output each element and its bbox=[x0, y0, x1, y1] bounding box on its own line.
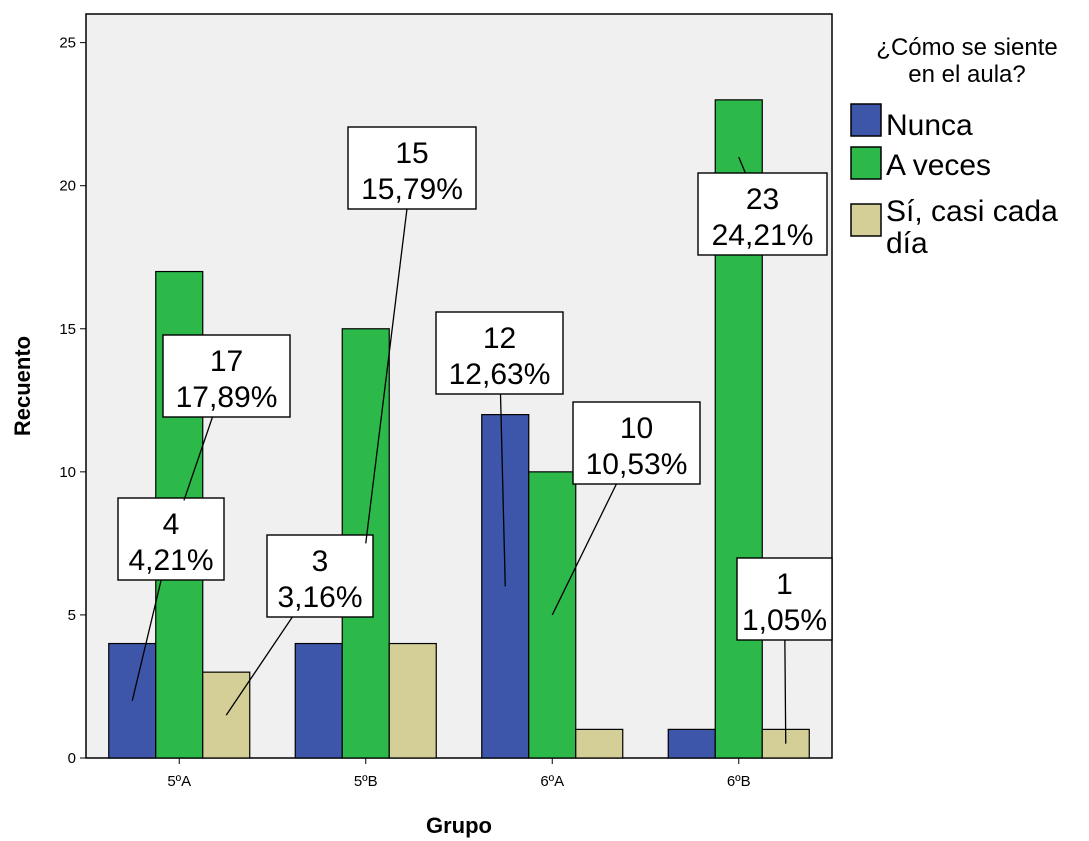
data-label-count: 23 bbox=[746, 183, 779, 216]
data-label-leader bbox=[183, 416, 214, 501]
legend-swatch-si-casi-cada-dia bbox=[850, 203, 882, 237]
data-label-leader bbox=[365, 208, 408, 544]
y-tick-label: 5 bbox=[68, 607, 76, 624]
data-label-box bbox=[572, 401, 701, 485]
data-label-box bbox=[162, 334, 291, 418]
data-label-percent: 3,16% bbox=[277, 581, 362, 614]
y-tick-label: 25 bbox=[59, 35, 76, 52]
data-label-box bbox=[736, 557, 833, 641]
bar bbox=[575, 728, 624, 759]
bar bbox=[294, 642, 343, 759]
legend-label-si-casi-cada-dia-line-1: Sí, casi cada bbox=[886, 195, 1058, 228]
data-label-box bbox=[117, 497, 225, 581]
data-label-count: 12 bbox=[483, 322, 516, 355]
y-tick-label: 20 bbox=[59, 178, 76, 195]
data-label-leader bbox=[784, 639, 787, 744]
legend: ¿Cómo se siente en el aula? Nunca A vece… bbox=[850, 34, 1058, 260]
y-tick-label: 0 bbox=[68, 750, 76, 767]
data-label-leader bbox=[738, 156, 746, 174]
data-label-box bbox=[266, 534, 374, 618]
legend-title-line-1: ¿Cómo se siente bbox=[876, 34, 1057, 61]
data-label-leader bbox=[225, 616, 293, 716]
legend-title-line-2: en el aula? bbox=[908, 61, 1025, 88]
x-axis: 5ºA 5ºB 6ºA 6ºB bbox=[167, 758, 751, 790]
x-tick-label: 6ºA bbox=[540, 773, 564, 790]
x-tick-label: 6ºB bbox=[727, 773, 751, 790]
legend-swatch-a-veces bbox=[850, 146, 882, 180]
y-axis: 0 5 10 15 20 25 bbox=[59, 35, 86, 767]
legend-label-a-veces: A veces bbox=[886, 149, 991, 182]
x-tick-label: 5ºA bbox=[167, 773, 191, 790]
data-label-box bbox=[697, 172, 828, 256]
data-label-percent: 24,21% bbox=[712, 219, 814, 252]
legend-swatch-nunca bbox=[850, 103, 882, 137]
data-label-box bbox=[435, 311, 564, 395]
data-label: 44,21% bbox=[117, 497, 225, 581]
data-label-percent: 4,21% bbox=[128, 544, 213, 577]
y-axis-title: Recuento bbox=[10, 336, 35, 436]
data-label-count: 1 bbox=[776, 568, 793, 601]
y-tick-label: 15 bbox=[59, 321, 76, 338]
bar bbox=[202, 671, 251, 759]
data-label-count: 3 bbox=[312, 545, 329, 578]
data-label: 33,16% bbox=[266, 534, 374, 618]
x-tick-label: 5ºB bbox=[354, 773, 378, 790]
data-label-percent: 15,79% bbox=[361, 173, 463, 206]
data-label-leader bbox=[131, 579, 162, 701]
data-label-box bbox=[347, 126, 477, 210]
data-label-leader bbox=[551, 483, 617, 616]
data-label-percent: 17,89% bbox=[176, 381, 278, 414]
legend-label-nunca: Nunca bbox=[886, 109, 973, 142]
data-label-leader bbox=[499, 393, 506, 587]
bar bbox=[388, 642, 437, 759]
data-label-count: 10 bbox=[620, 412, 653, 445]
data-label: 11,05% bbox=[736, 557, 833, 641]
data-labels: 44,21%1717,89%33,16%1515,79%1212,63%1010… bbox=[117, 126, 833, 744]
data-label-count: 17 bbox=[210, 345, 243, 378]
x-axis-title: Grupo bbox=[426, 813, 492, 838]
data-label-percent: 12,63% bbox=[449, 358, 551, 391]
data-label-percent: 1,05% bbox=[742, 604, 827, 637]
legend-label-si-casi-cada-dia-line-2: día bbox=[886, 227, 928, 260]
y-tick-label: 10 bbox=[59, 464, 76, 481]
data-label-count: 15 bbox=[395, 137, 428, 170]
data-label-percent: 10,53% bbox=[586, 448, 688, 481]
data-label-count: 4 bbox=[163, 508, 180, 541]
bar bbox=[667, 728, 716, 759]
